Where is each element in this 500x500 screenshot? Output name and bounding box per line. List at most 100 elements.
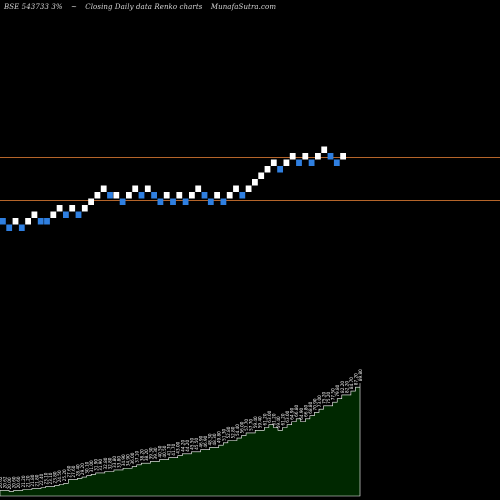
renko-brick (6, 224, 13, 231)
renko-brick (100, 185, 107, 192)
volume-value-label: 59.40 (276, 416, 281, 428)
renko-brick (107, 192, 113, 199)
volume-value-label: 32.80 (103, 457, 108, 469)
renko-brick (12, 218, 19, 225)
renko-brick (37, 218, 44, 225)
volume-value-label: 66.80 (294, 404, 299, 416)
renko-brick (239, 192, 246, 199)
volume-value-label: 70.90 (312, 398, 317, 410)
volume-value-label: 23.10 (48, 472, 53, 484)
renko-brick (119, 198, 126, 205)
volume-value-label: 68.80 (308, 401, 313, 413)
site-label: MunafaSutra.com (210, 3, 277, 11)
volume-value-label: 40.50 (157, 445, 162, 457)
volume-value-label: 34.90 (121, 454, 126, 466)
volume-value-label: 28.40 (75, 464, 80, 476)
renko-brick (56, 205, 63, 212)
volume-value-label: 46.90 (203, 435, 208, 447)
renko-brick (333, 159, 340, 166)
renko-brick (195, 185, 202, 192)
volume-value-label: 41.70 (171, 443, 176, 455)
volume-value-label: 59.40 (258, 416, 263, 428)
volume-value-label: 64.90 (299, 407, 304, 419)
volume-value-label: 64.90 (290, 407, 295, 419)
volume-value-label: 21.80 (34, 474, 39, 486)
renko-brick (81, 205, 88, 212)
renko-brick (157, 198, 164, 205)
volume-value-label: 49.80 (217, 431, 222, 443)
volume-value-label: 21.20 (21, 475, 26, 487)
chart-header: BSE 543733 3% ~ Closing Daily data Renko… (4, 3, 282, 11)
volume-value-label: 61.20 (271, 413, 276, 425)
volume-value-label: 57.70 (249, 419, 254, 431)
volume-value-label: 24.50 (57, 470, 62, 482)
renko-brick (25, 218, 31, 225)
separator-label: ~ (70, 3, 77, 11)
volume-area (0, 383, 361, 497)
volume-value-label: 57.70 (244, 419, 249, 431)
volume-value-label: 31.90 (98, 459, 103, 471)
volume-value-label: 31.00 (89, 460, 94, 472)
renko-brick (289, 153, 296, 160)
renko-brick (308, 159, 315, 166)
renko-brick (214, 192, 220, 199)
volume-value-label: 37.10 (135, 451, 140, 463)
volume-value-label: 38.20 (144, 449, 149, 461)
volume-value-label: 75.20 (322, 391, 327, 403)
renko-brick (270, 159, 277, 166)
renko-brick (226, 192, 233, 199)
renko-brick (315, 153, 321, 160)
symbol-label: BSE 543733 3% (4, 3, 63, 11)
volume-value-label: 20.62 (3, 476, 8, 488)
renko-brick (69, 205, 76, 212)
volume-value-label: 32.80 (107, 457, 112, 469)
renko-brick (0, 218, 6, 225)
volume-value-label: 33.80 (112, 456, 117, 468)
volume-value-label: 44.20 (185, 440, 190, 452)
renko-brick (50, 211, 57, 218)
volume-value-label: 66.80 (303, 404, 308, 416)
volume-value-label: 46.90 (199, 435, 204, 447)
volume-value-label: 40.50 (162, 445, 167, 457)
renko-brick (296, 159, 302, 166)
volume-value-label: 30.10 (85, 461, 90, 473)
renko-brick (189, 192, 195, 199)
renko-brick (302, 153, 309, 160)
volume-value-label: 75.20 (326, 391, 331, 403)
volume-value-label: 21.20 (25, 475, 30, 487)
volume-value-label: 84.70 (349, 377, 354, 389)
volume-value-label: 20.62 (0, 476, 3, 488)
volume-value-label: 38.20 (139, 449, 144, 461)
volume-value-label: 27.60 (66, 465, 71, 477)
volume-value-label: 20.00 (7, 477, 12, 489)
volume-value-label: 39.30 (148, 447, 153, 459)
renko-brick (252, 179, 258, 186)
chart-description: Closing Daily data Renko charts (85, 3, 203, 11)
renko-brick (201, 192, 208, 199)
renko-brick (132, 185, 139, 192)
volume-value-label: 63.00 (267, 410, 272, 422)
renko-brick (88, 198, 94, 205)
volume-value-label: 89.80 (358, 369, 363, 381)
renko-brick (245, 185, 252, 192)
volume-value-label: 23.10 (44, 472, 49, 484)
volume-value-label: 45.50 (194, 438, 199, 450)
volume-value-label: 33.80 (116, 456, 121, 468)
renko-brick (138, 192, 145, 199)
volume-value-label: 59.40 (253, 416, 258, 428)
volume-value-label: 51.30 (221, 429, 226, 441)
volume-value-label: 48.30 (208, 433, 213, 445)
volume-value-label: 87.20 (353, 373, 358, 385)
renko-brick (176, 192, 183, 199)
volume-value-label: 61.20 (262, 413, 267, 425)
renko-brick (163, 192, 170, 199)
volume-value-label: 82.20 (344, 381, 349, 393)
renko-brick (277, 166, 283, 173)
renko-brick (321, 146, 328, 153)
renko-brick (170, 198, 176, 205)
volume-value-label: 52.80 (230, 426, 235, 438)
volume-value-label: 52.80 (226, 426, 231, 438)
volume-value-label: 43.00 (176, 441, 181, 453)
renko-brick (340, 153, 346, 160)
